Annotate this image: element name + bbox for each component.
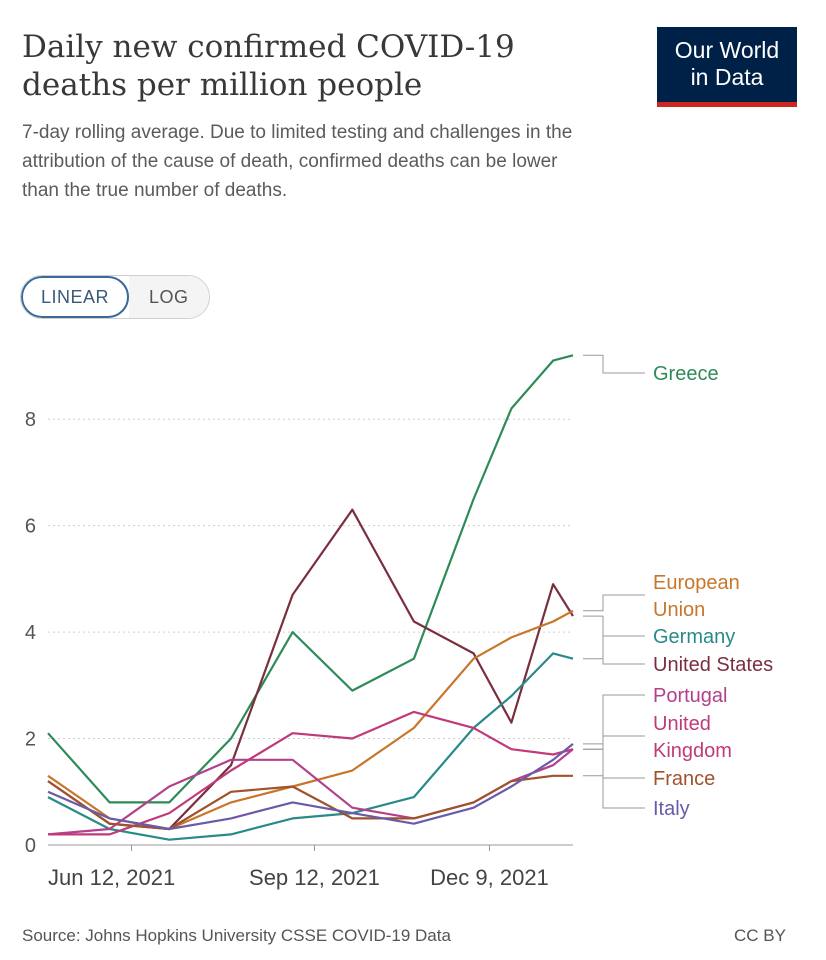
legend-leader-line bbox=[583, 615, 645, 665]
license-note[interactable]: CC BY bbox=[734, 926, 786, 945]
legend-leader-line bbox=[583, 735, 645, 750]
legend-label-united-kingdom: United Kingdom bbox=[653, 713, 732, 762]
series-line-portugal bbox=[47, 748, 574, 836]
line-chart: 0 2 4 6 8 Jun 12, 2021 Sep 12, 2021 Dec 9, 2021… bbox=[25, 354, 773, 890]
x-tick-label: Sep 12, 2021 bbox=[249, 865, 380, 890]
series-line-germany bbox=[47, 652, 574, 841]
series-line-france bbox=[47, 774, 573, 831]
series-line-greece bbox=[47, 354, 574, 804]
logo-line-2: in Data bbox=[690, 64, 764, 90]
legend: Greece European Union Germany United States P… bbox=[583, 354, 773, 820]
chart-subtitle: 7-day rolling average. Due to limited te… bbox=[22, 122, 573, 201]
legend-label-line: Kingdom bbox=[653, 740, 732, 762]
x-tick-label: Jun 12, 2021 bbox=[48, 865, 175, 890]
legend-label-france: France bbox=[653, 768, 715, 790]
legend-leader-line bbox=[583, 354, 645, 374]
y-tick-label: 2 bbox=[25, 729, 36, 751]
y-tick-label: 6 bbox=[25, 516, 36, 538]
legend-leader-line bbox=[583, 743, 645, 809]
legend-label-italy: Italy bbox=[653, 798, 690, 820]
legend-leader-line bbox=[583, 594, 645, 612]
linear-scale-button[interactable]: LINEAR bbox=[21, 276, 130, 318]
legend-leader-line bbox=[583, 775, 645, 779]
legend-label-united-states: United States bbox=[653, 654, 773, 676]
scale-toggle: LINEAR LOG bbox=[20, 275, 210, 319]
legend-label-european-union: European Union bbox=[653, 572, 740, 621]
owid-logo[interactable]: Our World in Data bbox=[657, 27, 797, 107]
chart-title: Daily new confirmed COVID-19 deaths per … bbox=[22, 29, 515, 103]
legend-leader-line bbox=[583, 694, 645, 750]
series-lines bbox=[47, 354, 574, 841]
series-line-united-kingdom bbox=[48, 710, 574, 836]
source-note[interactable]: Source: Johns Hopkins University CSSE CO… bbox=[22, 926, 451, 945]
legend-leader-line bbox=[583, 635, 645, 660]
y-tick-label: 8 bbox=[25, 409, 36, 431]
legend-label-line: European bbox=[653, 572, 740, 594]
logo-line-1: Our World bbox=[674, 37, 780, 63]
axes: 0 2 4 6 8 Jun 12, 2021 Sep 12, 2021 Dec 9, 2021 bbox=[25, 409, 573, 890]
legend-label-portugal: Portugal bbox=[653, 685, 728, 707]
legend-label-line: Union bbox=[653, 599, 705, 621]
legend-label-germany: Germany bbox=[653, 626, 735, 648]
legend-label-greece: Greece bbox=[653, 363, 719, 385]
legend-label-line: United bbox=[653, 713, 711, 735]
log-scale-button[interactable]: LOG bbox=[129, 276, 209, 318]
y-tick-label: 4 bbox=[25, 622, 36, 644]
series-line-italy bbox=[47, 743, 574, 831]
y-tick-label: 0 bbox=[25, 835, 36, 857]
x-tick-label: Dec 9, 2021 bbox=[430, 865, 549, 890]
